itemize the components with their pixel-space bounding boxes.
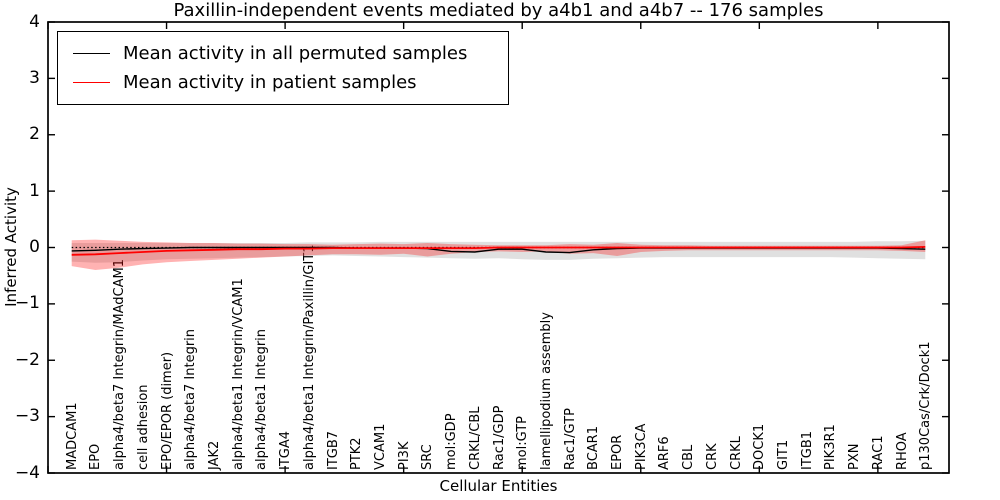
y-tick-label: −4 (14, 462, 40, 483)
y-tick-label: −1 (14, 293, 40, 314)
y-tick-label: 0 (29, 237, 40, 257)
y-tick-label: 3 (29, 67, 40, 88)
legend-item-patient: Mean activity in patient samples (73, 68, 498, 97)
y-tick-label: 1 (29, 180, 40, 201)
y-axis-title: Inferred Activity (2, 187, 20, 307)
permuted-line-swatch-icon (73, 53, 110, 54)
y-tick-label: −3 (14, 406, 40, 427)
x-axis-title: Cellular Entities (439, 477, 558, 495)
legend-label-patient: Mean activity in patient samples (123, 72, 417, 93)
permuted-band (71, 240, 926, 263)
y-tick-label: 4 (29, 11, 40, 32)
y-tick-label: −2 (14, 349, 40, 370)
legend-item-permuted: Mean activity in all permuted samples (73, 39, 498, 68)
legend: Mean activity in all permuted samples Me… (57, 31, 509, 105)
chart-title: Paxillin-independent events mediated by … (173, 0, 824, 21)
legend-label-permuted: Mean activity in all permuted samples (123, 43, 468, 64)
patient-line-swatch-icon (73, 82, 110, 83)
patient-mean-line (71, 246, 926, 256)
y-tick-label: 2 (29, 124, 40, 145)
